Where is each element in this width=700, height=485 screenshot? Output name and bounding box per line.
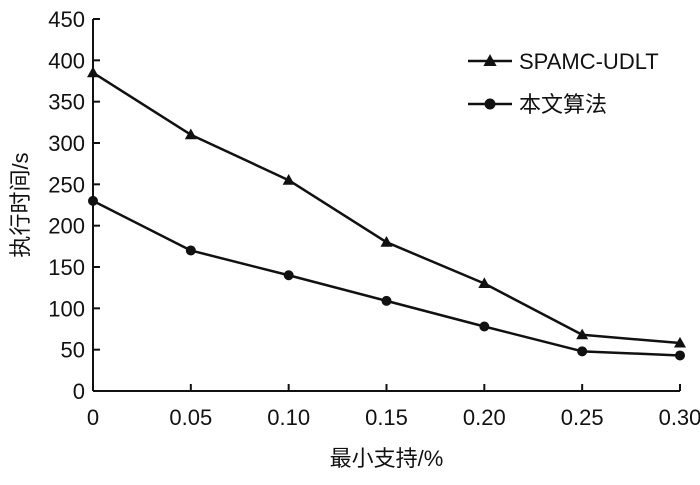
legend-entry: SPAMC-UDLT xyxy=(468,49,659,74)
triangle-marker xyxy=(282,174,295,185)
triangle-marker xyxy=(674,336,686,348)
y-tick-label: 0 xyxy=(73,379,85,404)
x-ticks: 0 0.05 0.10 0.15 0.20 0.25 0.30 xyxy=(87,384,700,430)
x-tick-label: 0.20 xyxy=(463,405,506,430)
x-tick-label: 0.25 xyxy=(561,405,604,430)
triangle-marker xyxy=(576,328,589,340)
circle-marker xyxy=(675,350,685,361)
circle-marker xyxy=(381,295,392,306)
x-tick-label: 0.15 xyxy=(365,405,408,430)
legend: SPAMC-UDLT 本文算法 xyxy=(468,49,659,117)
y-tick-label: 400 xyxy=(48,48,85,73)
y-ticks: 0 50 100 150 200 250 300 350 400 450 xyxy=(48,7,100,404)
legend-entry: 本文算法 xyxy=(468,92,607,117)
circle-marker xyxy=(283,270,294,281)
y-tick-label: 450 xyxy=(48,7,85,32)
y-tick-label: 100 xyxy=(48,296,85,321)
x-axis-label: 最小支持/% xyxy=(330,446,444,471)
circle-marker xyxy=(577,346,588,357)
triangle-marker xyxy=(380,236,393,247)
y-axis: 0 50 100 150 200 250 300 350 400 450 xyxy=(48,7,100,404)
legend-circle-icon xyxy=(484,98,496,110)
plot-series xyxy=(87,66,686,361)
triangle-marker xyxy=(184,128,197,140)
y-tick-label: 200 xyxy=(48,214,85,239)
x-tick-label: 0.30 xyxy=(659,405,700,430)
y-tick-label: 150 xyxy=(48,255,85,280)
x-tick-label: 0.10 xyxy=(267,405,310,430)
y-tick-label: 250 xyxy=(48,172,85,197)
circle-marker xyxy=(479,321,490,332)
legend-label: 本文算法 xyxy=(519,92,607,117)
triangle-marker xyxy=(478,277,491,289)
y-tick-label: 300 xyxy=(48,131,85,156)
legend-triangle-icon xyxy=(483,54,497,66)
circle-marker xyxy=(185,245,196,256)
series-2 xyxy=(88,195,685,361)
y-tick-label: 350 xyxy=(48,90,85,115)
series-1 xyxy=(87,66,686,348)
y-tick-label: 50 xyxy=(61,338,85,363)
x-tick-label: 0.05 xyxy=(169,405,212,430)
legend-label: SPAMC-UDLT xyxy=(519,49,659,74)
circle-marker xyxy=(88,195,98,206)
x-tick-label: 0 xyxy=(87,405,99,430)
triangle-marker xyxy=(87,66,99,78)
x-axis: 0 0.05 0.10 0.15 0.20 0.25 0.30 xyxy=(87,384,700,430)
y-axis-label: 执行时间/s xyxy=(8,152,33,257)
series-line xyxy=(92,199,681,357)
